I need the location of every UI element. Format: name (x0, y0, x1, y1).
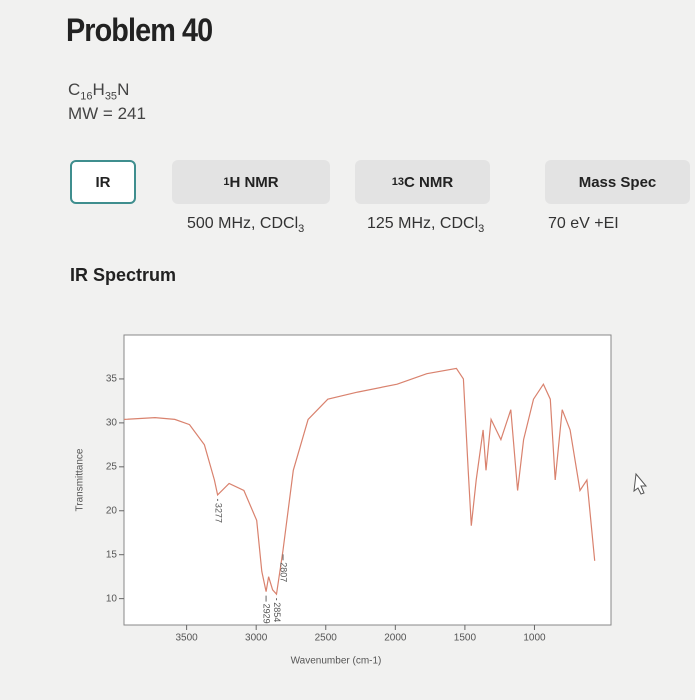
formula: C16H35N (68, 80, 129, 102)
sub: 16 (80, 90, 93, 103)
problem-title: Problem 40 (66, 12, 213, 48)
el: H (92, 80, 105, 99)
section-title: IR Spectrum (70, 265, 177, 285)
spectrum-line (123, 367, 596, 596)
plot-area (123, 334, 612, 626)
cursor (633, 472, 648, 495)
condition: 125 MHz, CDCl3 (367, 215, 484, 235)
x-axis-label: Wavenumber (cm-1) (291, 656, 382, 667)
tab-cnmr[interactable]: 13 C NMR (355, 160, 490, 204)
molecular-weight: MW = 241 (68, 104, 146, 123)
x-tick-label: 1000 (523, 633, 546, 644)
y-tick-label: 20 (106, 505, 118, 516)
el: N (117, 80, 130, 99)
tab-ir[interactable]: IR (70, 160, 136, 204)
cond-text: 125 MHz, CDCl (367, 215, 479, 232)
tab-label: IR (95, 173, 111, 191)
sup: 13 (391, 176, 405, 188)
sup: 1 (223, 176, 230, 188)
y-axis-label: Transmittance (75, 448, 86, 511)
y-tick-label: 15 (106, 549, 118, 560)
x-tick-label: 3000 (245, 633, 268, 644)
y-tick-label: 10 (106, 593, 118, 604)
condition: 70 eV +EI (548, 215, 619, 233)
tab-label: Mass Spec (578, 173, 657, 191)
annotation: 2807 (279, 562, 289, 582)
tab-label: H NMR (229, 173, 279, 191)
annotation: 2854 (272, 602, 282, 622)
y-tick-label: 25 (106, 461, 118, 472)
annotation: 3277 (213, 503, 223, 523)
annotation: 2929 (262, 604, 272, 624)
cond-text: 70 eV +EI (548, 215, 619, 232)
el: C (68, 80, 81, 99)
x-tick-label: 2500 (315, 633, 338, 644)
sub: 3 (478, 223, 485, 236)
tab-label: C NMR (404, 173, 454, 191)
cond-text: 500 MHz, CDCl (187, 215, 299, 232)
y-tick-label: 35 (106, 374, 118, 385)
x-tick-label: 3500 (175, 633, 198, 644)
sub: 35 (104, 90, 118, 103)
tab-mass[interactable]: Mass Spec (545, 160, 690, 204)
condition: 500 MHz, CDCl3 (187, 215, 304, 235)
sub: 3 (298, 223, 305, 236)
x-tick-label: 2000 (384, 633, 407, 644)
y-tick-label: 30 (106, 418, 118, 429)
x-tick-label: 1500 (454, 633, 477, 644)
